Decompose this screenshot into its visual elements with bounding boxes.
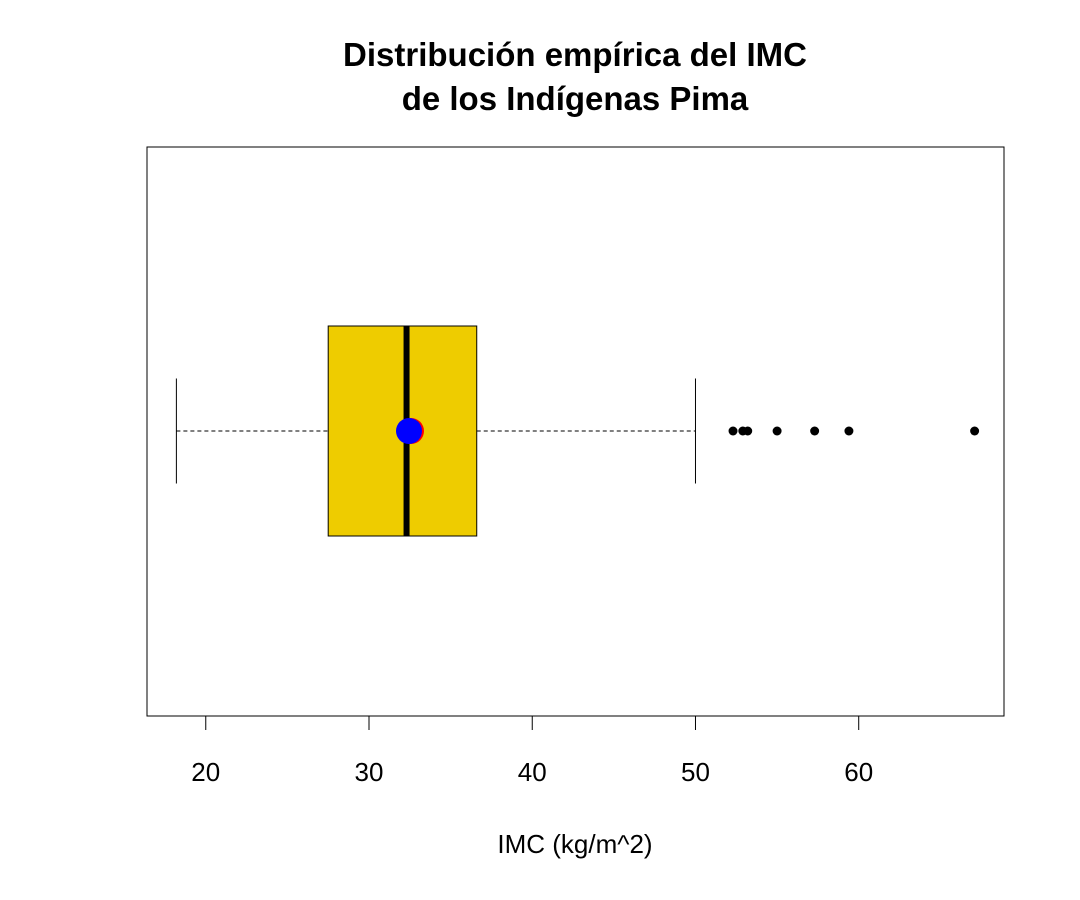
outlier-point-4 bbox=[810, 426, 820, 436]
outlier-point-0 bbox=[728, 426, 738, 436]
outlier-point-3 bbox=[772, 426, 782, 436]
x-axis-label: IMC (kg/m^2) bbox=[497, 829, 652, 859]
x-tick-label-60: 60 bbox=[844, 757, 873, 787]
chart-title-line-2: de los Indígenas Pima bbox=[402, 80, 749, 117]
chart-title-line-1: Distribución empírica del IMC bbox=[343, 36, 807, 73]
x-tick-label-20: 20 bbox=[191, 757, 220, 787]
chart-marks bbox=[175, 325, 980, 537]
x-tick-label-30: 30 bbox=[355, 757, 384, 787]
x-axis: 20 30 40 50 60 bbox=[191, 715, 873, 787]
outlier-point-2 bbox=[743, 426, 753, 436]
mean-point bbox=[395, 418, 422, 444]
x-tick-label-40: 40 bbox=[518, 757, 547, 787]
outlier-point-5 bbox=[844, 426, 854, 436]
outlier-point-6 bbox=[970, 426, 980, 436]
x-tick-label-50: 50 bbox=[681, 757, 710, 787]
